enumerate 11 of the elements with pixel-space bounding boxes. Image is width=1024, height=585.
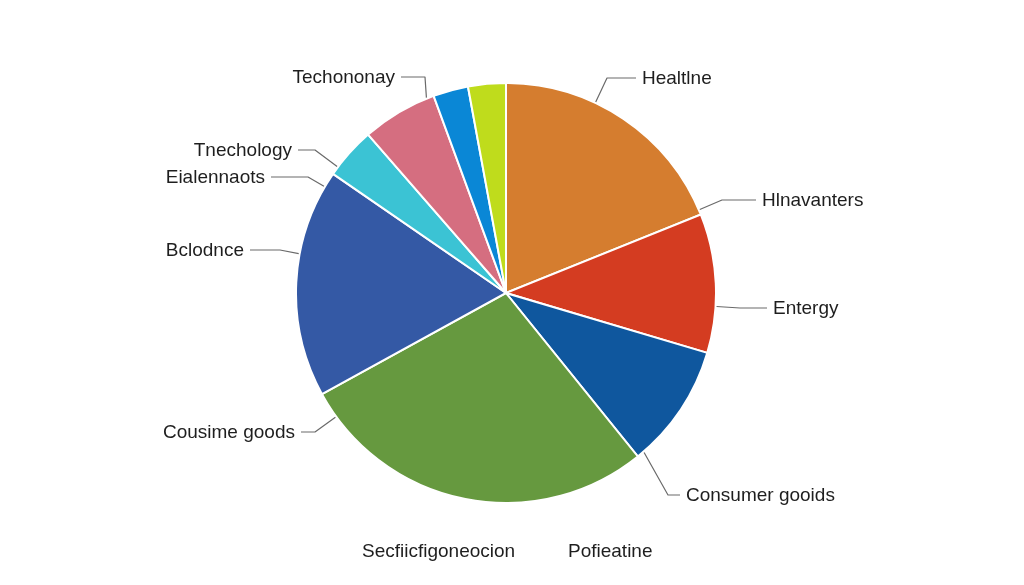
text: Eialennaots: [165, 166, 265, 187]
slice-label: Techononay: [292, 66, 396, 87]
slice-label: Consumer gooids: [686, 484, 835, 505]
text: Secfiicfigoneocion: [362, 540, 516, 561]
text: Hlnavanters: [762, 189, 864, 210]
slice-label: Cousime goods: [162, 421, 295, 442]
text: Pofieatine: [568, 540, 653, 561]
slice-label: Tnechology: [193, 139, 293, 160]
slice-label: Healtlne: [642, 67, 712, 88]
slice-label: Bclodnce: [165, 239, 244, 260]
slice-label: Entergy: [773, 297, 839, 318]
